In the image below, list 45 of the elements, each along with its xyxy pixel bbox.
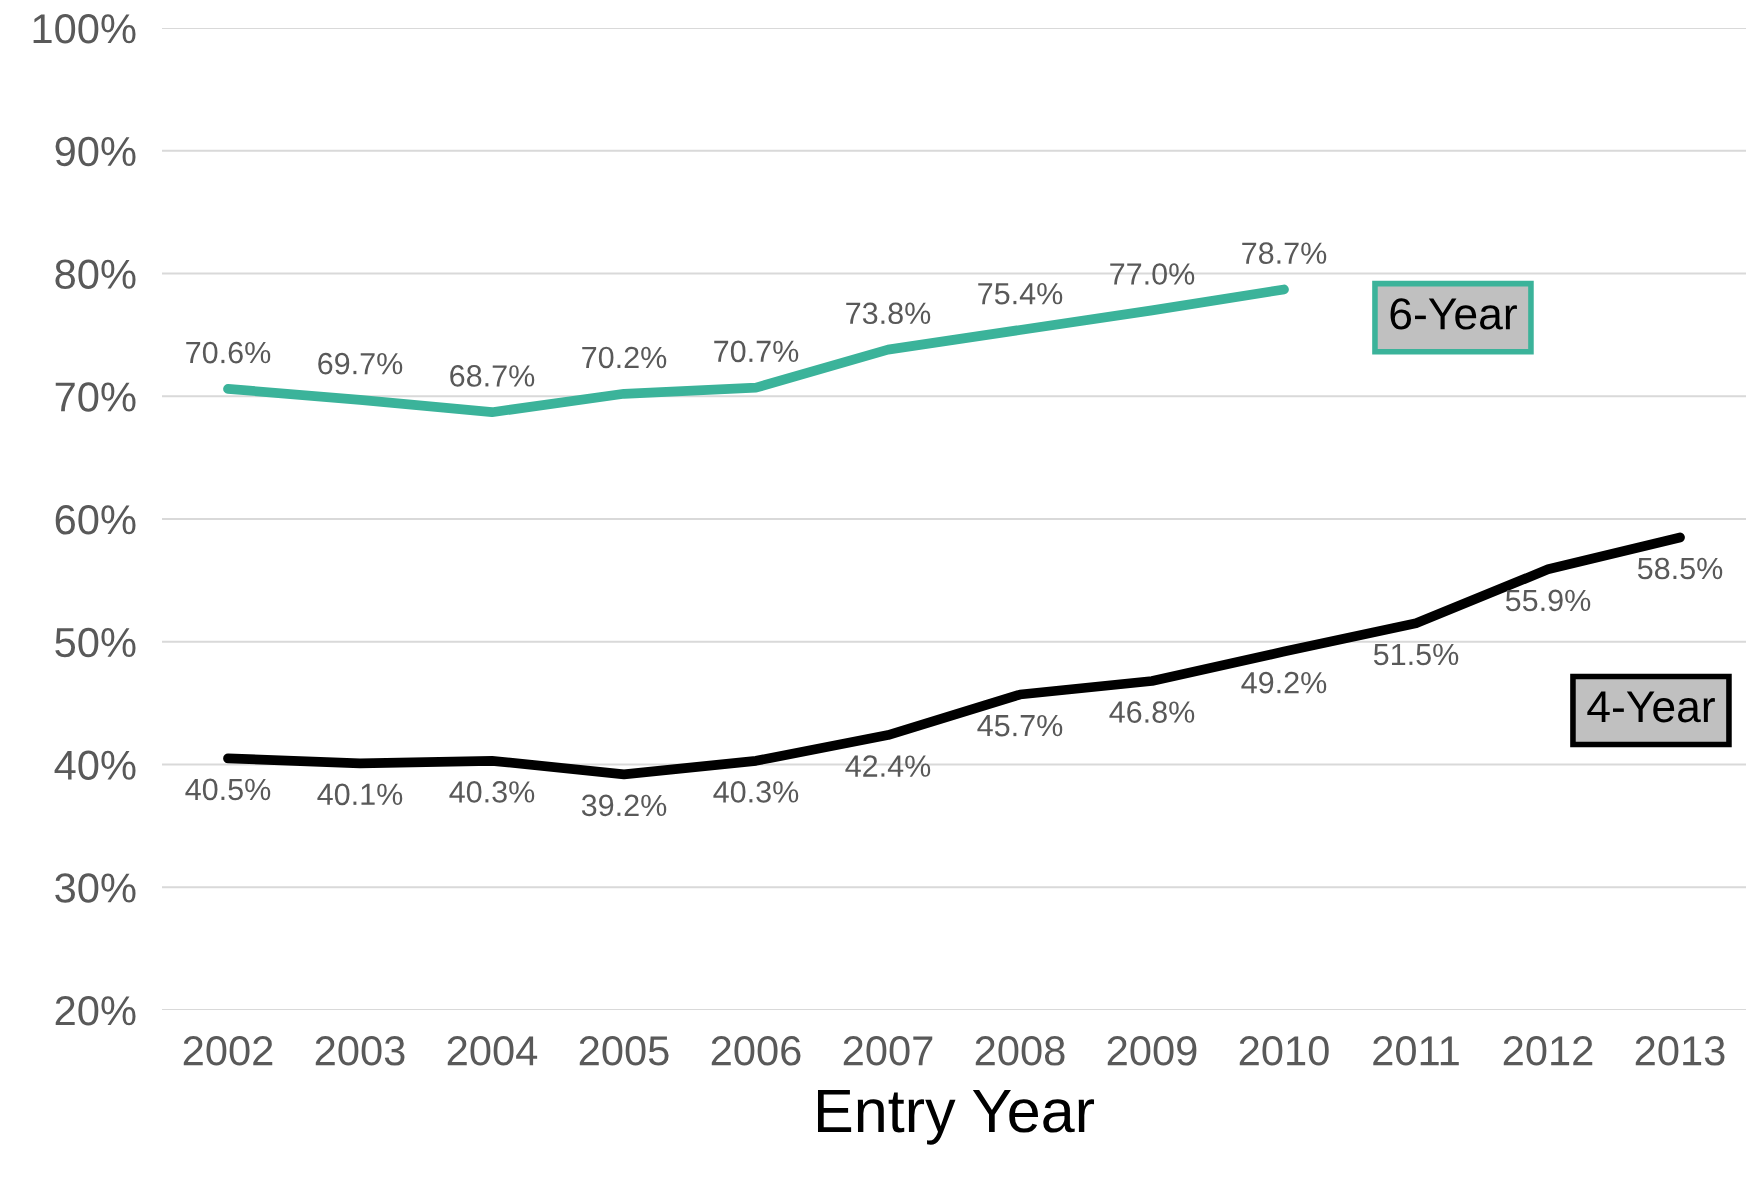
- y-tick-label: 80%: [55, 259, 136, 290]
- data-label: 45.7%: [977, 714, 1063, 737]
- data-label: 73.8%: [846, 302, 931, 325]
- data-label: 68.7%: [450, 365, 535, 387]
- data-label: 49.2%: [1241, 671, 1327, 694]
- data-label: 40.5%: [185, 778, 271, 801]
- data-label: 55.9%: [1505, 589, 1591, 612]
- data-label: 40.3%: [449, 781, 535, 803]
- data-label: 77.0%: [1110, 263, 1195, 285]
- data-label: 69.7%: [318, 352, 403, 375]
- data-label: 39.2%: [581, 794, 667, 817]
- x-axis-title: Entry Year: [817, 1089, 1095, 1145]
- x-tick-label: 2002: [183, 1036, 273, 1066]
- data-label: 70.2%: [582, 346, 667, 369]
- data-label: 75.4%: [978, 282, 1063, 305]
- x-tick-label: 2006: [711, 1036, 801, 1066]
- y-tick-label: 50%: [55, 627, 136, 658]
- x-tick-label: 2012: [1503, 1036, 1593, 1066]
- y-tick-label: 90%: [55, 136, 136, 167]
- x-tick-label: 2004: [447, 1036, 538, 1066]
- x-tick-label: 2007: [843, 1036, 933, 1066]
- data-label: 70.6%: [186, 341, 271, 364]
- y-tick-label: 20%: [55, 996, 136, 1026]
- x-tick-label: 2009: [1107, 1036, 1197, 1066]
- text: 6-Year: [1390, 298, 1517, 330]
- text: 4-Year: [1587, 691, 1715, 723]
- x-tick-label: 2010: [1239, 1036, 1329, 1066]
- y-tick-label: 70%: [55, 382, 136, 412]
- data-label: 42.4%: [845, 755, 931, 777]
- data-label: 51.5%: [1373, 643, 1459, 666]
- y-tick-label: 40%: [54, 750, 136, 781]
- data-label: 40.1%: [317, 783, 403, 806]
- y-tick-label: 100%: [33, 14, 136, 44]
- x-tick-label: 2003: [315, 1036, 405, 1066]
- data-label: 46.8%: [1109, 701, 1195, 723]
- y-tick-label: 60%: [55, 505, 136, 535]
- x-tick-label: 2008: [975, 1036, 1065, 1066]
- data-label: 78.7%: [1242, 242, 1327, 264]
- data-label: 40.3%: [713, 781, 799, 803]
- x-tick-label: 2011: [1373, 1036, 1459, 1066]
- y-tick-label: 30%: [55, 873, 136, 903]
- data-label: 70.7%: [714, 340, 799, 363]
- x-tick-label: 2013: [1635, 1036, 1725, 1066]
- data-label: 58.5%: [1637, 557, 1723, 580]
- x-tick-label: 2005: [579, 1036, 669, 1066]
